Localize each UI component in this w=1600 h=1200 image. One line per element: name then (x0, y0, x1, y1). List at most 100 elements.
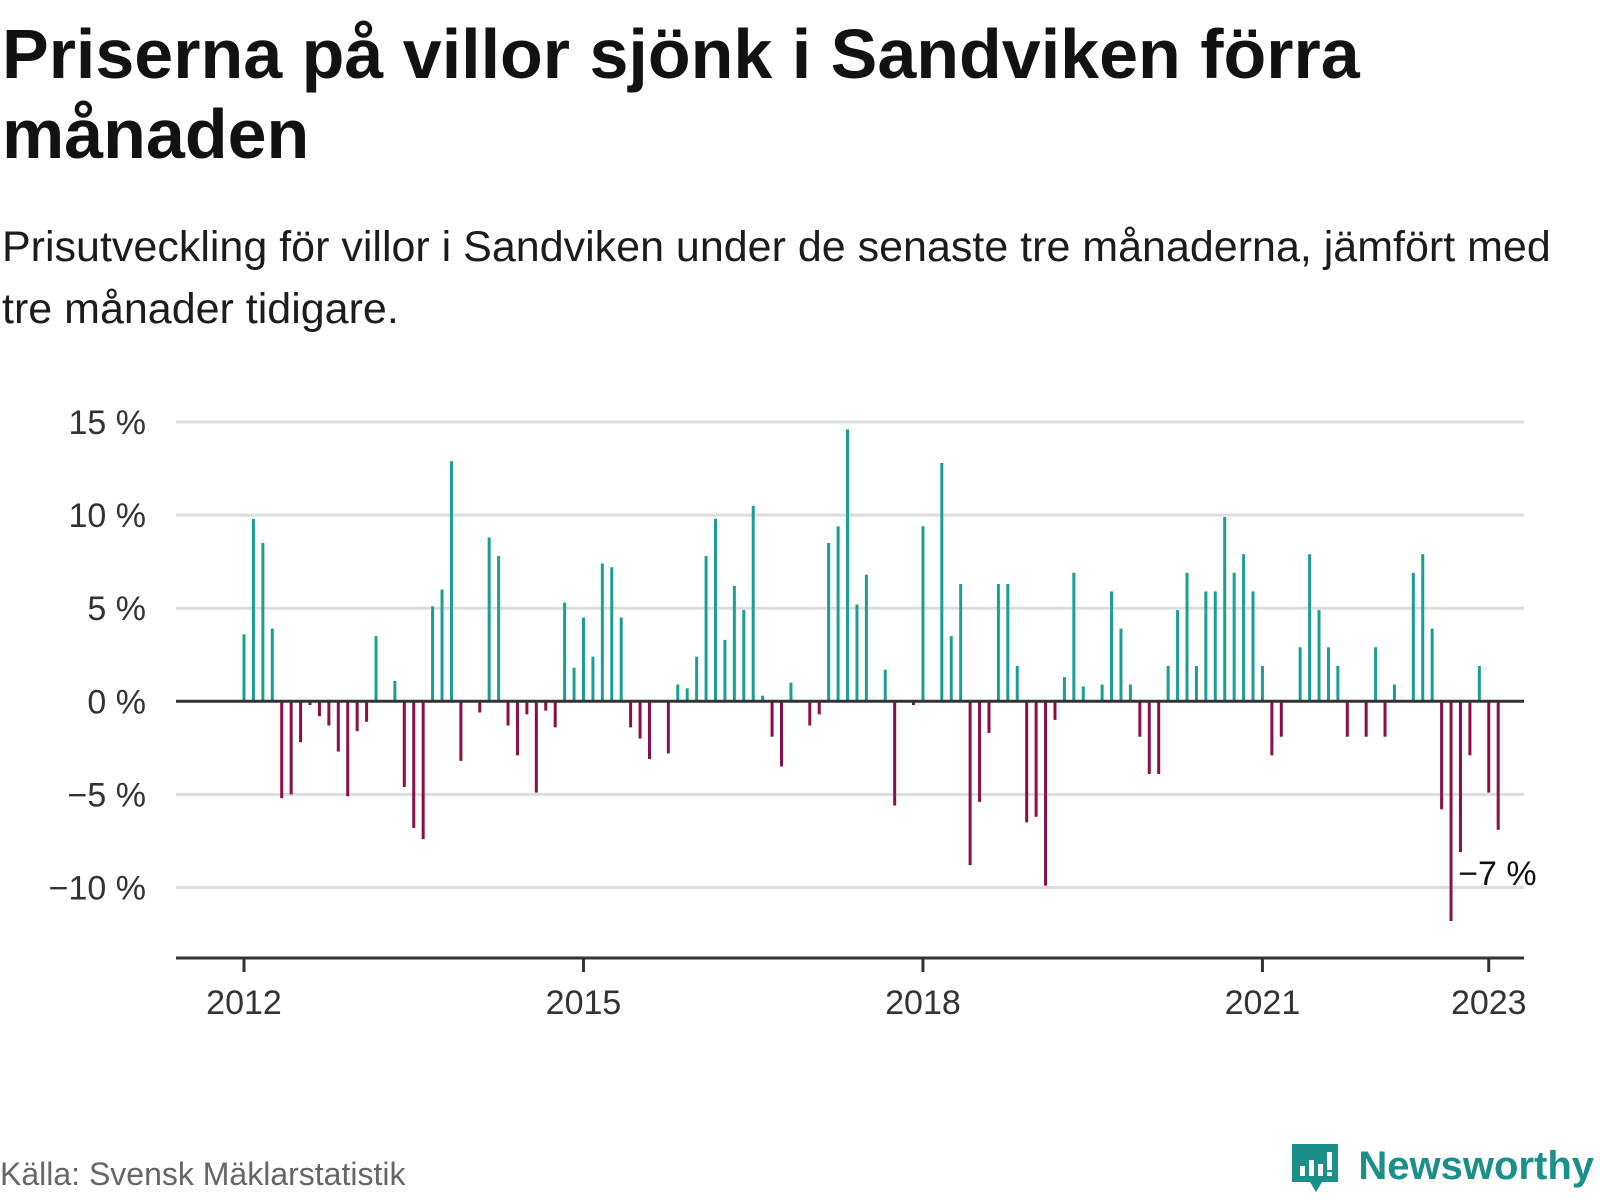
bar (1496, 701, 1500, 830)
brand-name: Newsworthy (1358, 1143, 1594, 1188)
bar (261, 543, 265, 702)
bar (949, 636, 953, 702)
bar (836, 526, 840, 702)
bar (1477, 665, 1481, 702)
bar (1072, 572, 1076, 702)
axes (176, 699, 1524, 960)
bar (1260, 665, 1264, 702)
bar (374, 636, 378, 702)
bar (629, 701, 633, 728)
bar (1062, 677, 1066, 702)
bar (299, 701, 303, 743)
bar (1232, 572, 1236, 702)
newsworthy-logo-icon (1292, 1144, 1339, 1192)
bar (1458, 701, 1462, 853)
bar (883, 669, 887, 702)
bar (761, 695, 765, 702)
bar (289, 701, 293, 795)
bar (808, 701, 812, 726)
bar (1138, 701, 1142, 737)
x-tick-label: 2021 (1225, 984, 1301, 1022)
chart-title: Priserna på villor sjönk i Sandviken för… (2, 15, 1360, 173)
bars (242, 429, 1500, 922)
bar (525, 701, 529, 715)
bar (1251, 591, 1255, 702)
y-tick-label: −10 % (49, 870, 146, 908)
bar (855, 604, 859, 702)
bar (1025, 701, 1029, 823)
bar (327, 701, 331, 726)
bar (940, 462, 944, 702)
bar (619, 617, 623, 702)
bar (846, 429, 850, 702)
bar (751, 505, 755, 702)
bar (1157, 701, 1161, 774)
bar (1034, 701, 1038, 817)
annotations: −7 % (1458, 855, 1536, 893)
y-tick-label: 15 % (69, 404, 147, 442)
bar (770, 701, 774, 737)
bar (742, 610, 746, 702)
bar (959, 583, 963, 702)
bar (817, 701, 821, 715)
bar (336, 701, 340, 752)
bar (1421, 554, 1425, 702)
bar (987, 701, 991, 733)
bar (1015, 665, 1019, 702)
y-tick-label: 5 % (87, 590, 146, 628)
bar (704, 556, 708, 702)
bar (544, 701, 548, 711)
bar (251, 518, 255, 702)
bar (242, 634, 246, 702)
y-axis-labels: 15 % 10 % 5 % 0 % −5 % −10 % (49, 404, 146, 908)
bar (666, 701, 670, 754)
bar (553, 701, 557, 728)
bar (581, 617, 585, 702)
bar (1053, 701, 1057, 720)
bar (412, 701, 416, 828)
bar (534, 701, 538, 793)
chart-subtitle: Prisutveckling för villor i Sandviken un… (2, 223, 1551, 333)
bar (864, 574, 868, 702)
bar (1411, 572, 1415, 702)
bar (695, 656, 699, 702)
bar (280, 701, 284, 799)
bar (1147, 701, 1151, 774)
bar (780, 701, 784, 767)
bar (789, 682, 793, 702)
bar (1185, 572, 1189, 702)
bar (1119, 628, 1123, 702)
bar (1166, 665, 1170, 702)
bar (393, 680, 397, 702)
bar (440, 589, 444, 702)
x-tick-label: 2023 (1451, 984, 1527, 1022)
bar (714, 518, 717, 702)
source-note: Källa: Svensk Mäklarstatistik (0, 1156, 406, 1192)
bar (1440, 701, 1444, 810)
bar (1270, 701, 1274, 756)
bar (1279, 701, 1283, 737)
bar (676, 684, 680, 702)
bar (346, 701, 350, 797)
bar (459, 701, 463, 761)
bar (1317, 610, 1321, 702)
bar (270, 628, 274, 702)
bar (921, 526, 925, 702)
bar (912, 701, 916, 706)
bar (1383, 701, 1387, 737)
last-value-label: −7 % (1458, 855, 1536, 893)
brand[interactable]: Newsworthy (1288, 1138, 1594, 1194)
bar (638, 701, 642, 739)
y-tick-label: −5 % (68, 776, 146, 814)
bar (1213, 591, 1217, 702)
bar (1468, 701, 1472, 756)
bar (827, 543, 831, 702)
bar (572, 667, 576, 702)
bar (1392, 684, 1396, 702)
bar (1345, 701, 1349, 737)
bar (685, 688, 689, 702)
x-tick-label: 2015 (546, 984, 622, 1022)
bar (968, 701, 972, 866)
bar (996, 583, 1000, 702)
bar (317, 701, 321, 717)
